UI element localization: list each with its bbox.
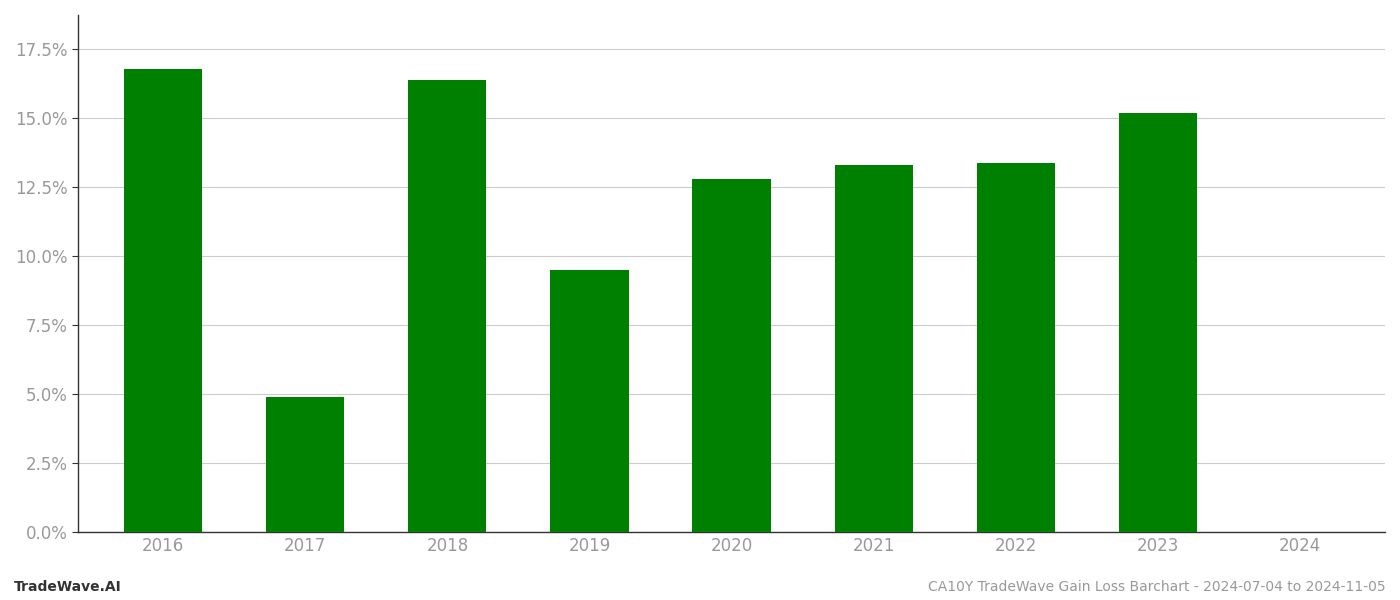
Bar xyxy=(1119,113,1197,532)
Bar xyxy=(693,179,770,532)
Bar xyxy=(977,163,1054,532)
Bar xyxy=(125,69,203,532)
Bar xyxy=(834,166,913,532)
Bar xyxy=(409,80,486,532)
Text: TradeWave.AI: TradeWave.AI xyxy=(14,580,122,594)
Bar xyxy=(266,397,344,532)
Bar xyxy=(550,270,629,532)
Text: CA10Y TradeWave Gain Loss Barchart - 2024-07-04 to 2024-11-05: CA10Y TradeWave Gain Loss Barchart - 202… xyxy=(928,580,1386,594)
